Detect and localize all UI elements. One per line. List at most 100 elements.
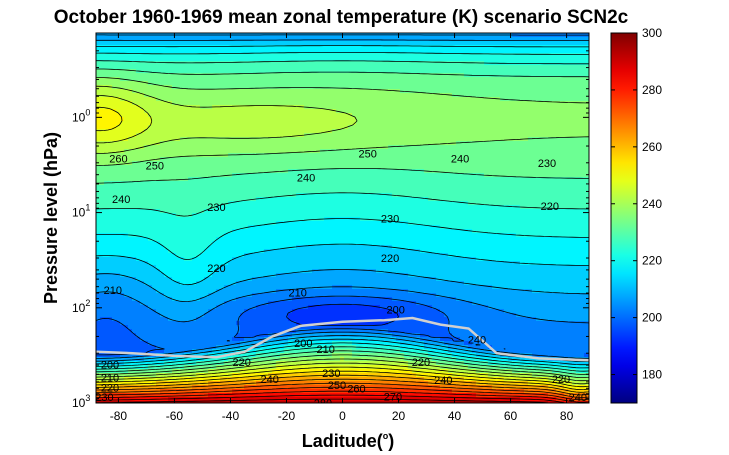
field-cell [484, 89, 489, 94]
field-cell [104, 85, 109, 90]
field-cell [152, 77, 157, 82]
field-cell [208, 133, 213, 138]
field-cell [272, 45, 277, 50]
field-cell [392, 121, 397, 126]
field-cell [104, 53, 109, 58]
field-cell [296, 109, 301, 114]
field-cell [328, 93, 333, 98]
field-cell [580, 81, 585, 86]
field-cell [168, 73, 173, 78]
field-cell [136, 193, 141, 198]
field-cell [500, 141, 505, 146]
field-cell [208, 165, 213, 170]
field-cell [264, 53, 269, 58]
field-cell [236, 169, 241, 174]
field-cell [252, 129, 257, 134]
field-cell [424, 57, 429, 62]
field-cell [460, 97, 465, 102]
field-cell [576, 113, 581, 118]
field-cell [392, 129, 397, 134]
field-cell [328, 53, 333, 58]
field-cell [332, 133, 337, 138]
field-cell [556, 165, 561, 170]
field-cell [104, 125, 109, 130]
field-cell [288, 169, 293, 174]
field-cell [400, 133, 405, 138]
field-cell [156, 145, 161, 150]
field-cell [248, 53, 253, 58]
field-cell [468, 189, 473, 194]
field-cell [460, 149, 465, 154]
field-cell [432, 109, 437, 114]
field-cell [212, 49, 217, 54]
field-cell [164, 121, 169, 126]
field-cell [460, 45, 465, 50]
field-cell [296, 45, 301, 50]
field-cell [472, 37, 477, 42]
field-cell [248, 129, 253, 134]
field-cell [356, 109, 361, 114]
field-cell [160, 137, 165, 142]
field-cell [500, 181, 505, 186]
field-cell [316, 181, 321, 186]
field-cell [564, 145, 569, 150]
field-cell [304, 49, 309, 54]
field-cell [464, 57, 469, 62]
field-cell [316, 57, 321, 62]
field-cell [228, 97, 233, 102]
field-cell [220, 81, 225, 86]
field-cell [248, 69, 253, 74]
field-cell [368, 65, 373, 70]
field-cell [464, 137, 469, 142]
field-cell [268, 49, 273, 54]
field-cell [120, 145, 125, 150]
field-cell [544, 61, 549, 66]
field-cell [100, 85, 105, 90]
field-cell [456, 149, 461, 154]
field-cell [196, 181, 201, 186]
field-cell [112, 193, 117, 198]
field-cell [208, 177, 213, 182]
field-cell [140, 153, 145, 158]
field-cell [288, 109, 293, 114]
field-cell [416, 77, 421, 82]
field-cell [328, 117, 333, 122]
field-cell [488, 117, 493, 122]
field-cell [440, 165, 445, 170]
field-cell [516, 177, 521, 182]
field-cell [344, 177, 349, 182]
field-cell [488, 45, 493, 50]
field-cell [496, 189, 501, 194]
field-cell [132, 173, 137, 178]
field-cell [420, 49, 425, 54]
field-cell [404, 41, 409, 46]
field-cell [224, 57, 229, 62]
field-cell [304, 101, 309, 106]
field-cell [232, 185, 237, 190]
field-cell [276, 181, 281, 186]
field-cell [524, 37, 529, 42]
field-cell [196, 53, 201, 58]
field-cell [544, 81, 549, 86]
field-cell [108, 57, 113, 62]
field-cell [504, 141, 509, 146]
field-cell [464, 85, 469, 90]
field-cell [232, 73, 237, 78]
field-cell [348, 173, 353, 178]
field-cell [432, 73, 437, 78]
field-cell [248, 101, 253, 106]
field-cell [364, 97, 369, 102]
field-cell [584, 153, 589, 158]
field-cell [480, 57, 485, 62]
field-cell [240, 57, 245, 62]
field-cell [140, 45, 145, 50]
field-cell [96, 69, 101, 74]
field-cell [508, 181, 513, 186]
field-cell [188, 141, 193, 146]
field-cell [236, 149, 241, 154]
field-cell [356, 185, 361, 190]
field-cell [168, 97, 173, 102]
field-cell [196, 49, 201, 54]
field-cell [352, 141, 357, 146]
field-cell [164, 129, 169, 134]
